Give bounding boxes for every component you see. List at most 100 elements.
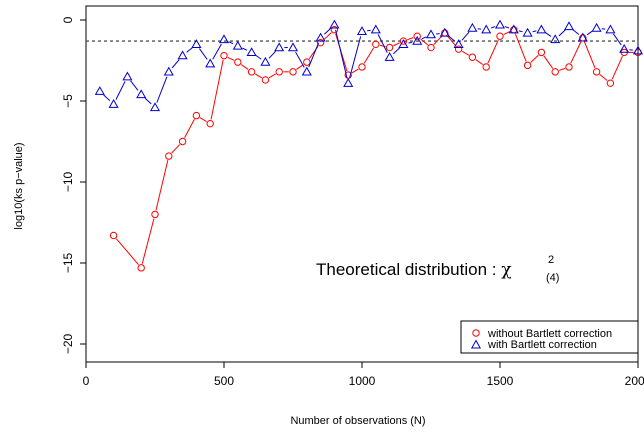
- data-point-circle: [399, 37, 408, 45]
- data-point-triangle: [246, 47, 257, 57]
- series-segment: [324, 28, 331, 35]
- data-point-triangle: [370, 24, 381, 34]
- y-tick-label: 0: [61, 16, 75, 23]
- series-segment: [393, 42, 400, 47]
- series-segment: [308, 42, 320, 68]
- series-segment: [323, 32, 332, 41]
- data-point-triangle: [122, 71, 133, 81]
- series-segment: [586, 30, 593, 36]
- series-segment: [115, 238, 139, 265]
- data-point-circle: [192, 111, 201, 120]
- data-point-triangle: [177, 50, 188, 60]
- data-point-triangle: [136, 89, 147, 99]
- series-segment: [433, 35, 443, 45]
- series-segment: [115, 81, 126, 100]
- series-segment: [420, 38, 429, 46]
- data-point-circle: [316, 38, 325, 47]
- data-point-circle: [551, 68, 559, 76]
- x-tick-label: 0: [83, 374, 90, 388]
- data-point-circle: [454, 45, 463, 53]
- data-point-triangle: [481, 24, 492, 34]
- data-point-circle: [206, 119, 214, 128]
- y-axis: 0 −5 −10 −15 −20: [61, 16, 86, 354]
- series-segment: [227, 56, 235, 61]
- series-segment: [514, 33, 527, 62]
- data-point-circle: [165, 152, 173, 160]
- data-point-triangle: [619, 43, 630, 53]
- annotation: Theoretical distribution : χ 2 (4): [316, 254, 559, 284]
- series-segment: [475, 59, 484, 65]
- series-segment: [487, 39, 499, 64]
- y-axis-title: log10(ks p−value): [13, 142, 25, 229]
- data-point-circle: [234, 58, 242, 66]
- data-point-triangle: [522, 27, 533, 37]
- x-tick-label: 500: [214, 374, 234, 388]
- y-tick-label: −5: [61, 94, 75, 108]
- data-point-circle: [289, 68, 297, 76]
- data-point-triangle: [343, 77, 354, 87]
- data-point-circle: [151, 210, 159, 219]
- series-without-bartlett: [109, 26, 642, 272]
- data-point-circle: [496, 32, 504, 40]
- x-tick-label: 1500: [487, 374, 514, 388]
- x-tick-label: 1000: [349, 374, 376, 388]
- series-segment: [583, 41, 596, 69]
- annotation-subscript: (4): [546, 272, 559, 284]
- series-segment: [268, 50, 276, 59]
- data-point-circle: [606, 79, 615, 87]
- series-segment: [268, 73, 276, 79]
- data-point-triangle: [591, 22, 602, 32]
- legend-label-without: without Bartlett correction: [487, 328, 612, 340]
- series-segment: [199, 117, 207, 122]
- series-segment: [613, 33, 622, 46]
- series-segment: [130, 80, 139, 91]
- series-segment: [461, 31, 470, 41]
- data-point-circle: [109, 231, 118, 240]
- data-point-triangle: [384, 52, 395, 61]
- series-segment: [228, 41, 234, 45]
- series-segment: [447, 35, 457, 47]
- data-point-triangle: [563, 21, 575, 31]
- y-tick-label: −15: [61, 252, 75, 273]
- plot-frame: [85, 5, 639, 363]
- data-point-triangle: [605, 24, 616, 34]
- series-segment: [363, 47, 375, 64]
- data-point-circle: [303, 58, 311, 66]
- series-segment: [530, 54, 539, 63]
- series-segment: [504, 26, 510, 29]
- data-point-circle: [220, 51, 228, 60]
- series-segment: [351, 68, 359, 74]
- series-segment: [199, 48, 208, 60]
- data-point-circle: [261, 76, 270, 84]
- series-layer: [94, 19, 644, 272]
- series-segment: [532, 30, 537, 33]
- legend-marker-circle: [472, 329, 480, 337]
- series-segment: [448, 35, 455, 42]
- data-point-triangle: [425, 29, 437, 39]
- series-segment: [421, 36, 427, 40]
- data-point-triangle: [108, 99, 119, 108]
- data-point-triangle: [453, 39, 464, 48]
- data-point-circle: [247, 68, 256, 76]
- data-point-circle: [330, 26, 339, 34]
- data-point-triangle: [260, 56, 271, 66]
- data-point-triangle: [550, 34, 561, 44]
- series-segment: [545, 32, 552, 37]
- data-point-triangle: [412, 35, 423, 45]
- data-point-triangle: [315, 32, 326, 42]
- series-segment: [490, 26, 496, 29]
- data-point-circle: [523, 61, 532, 70]
- data-point-circle: [592, 68, 601, 76]
- series-segment: [335, 29, 348, 79]
- series-segment: [518, 30, 523, 33]
- data-point-triangle: [218, 34, 230, 44]
- series-segment: [296, 64, 304, 70]
- annotation-superscript: 2: [548, 254, 554, 266]
- data-point-circle: [372, 40, 380, 48]
- series-segment: [572, 29, 580, 35]
- series-segment: [558, 67, 566, 71]
- data-point-triangle: [398, 39, 409, 48]
- data-point-triangle: [94, 86, 105, 95]
